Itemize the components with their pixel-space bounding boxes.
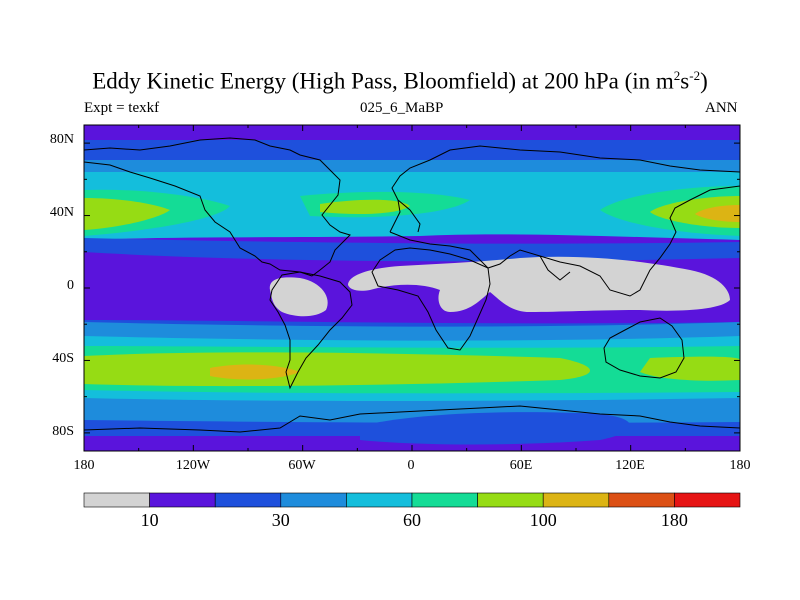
colorbar-swatch bbox=[477, 492, 544, 508]
nh-jet-pacific-east-max bbox=[695, 205, 740, 222]
lon-label: 0 bbox=[407, 458, 415, 473]
coastlines bbox=[84, 137, 740, 433]
lat-label: 40N bbox=[49, 205, 74, 220]
lat-label: 40S bbox=[52, 351, 74, 366]
lon-label: 180 bbox=[73, 458, 95, 473]
lat-label: 0 bbox=[67, 278, 74, 293]
colorbar-label: 60 bbox=[403, 510, 421, 530]
lon-label: 120E bbox=[615, 458, 645, 473]
colorbar-label: 180 bbox=[660, 510, 688, 530]
colorbar-swatch bbox=[411, 492, 478, 508]
colorbar-swatch bbox=[214, 492, 282, 508]
nh-jet-pacific-west-core bbox=[84, 198, 170, 230]
axis-ticks bbox=[83, 125, 741, 451]
season-label: ANN bbox=[705, 100, 738, 116]
colorbar-swatch bbox=[674, 492, 741, 508]
lon-label: 120W bbox=[175, 458, 211, 473]
coast-mediterranean bbox=[397, 199, 421, 233]
lon-label: 60W bbox=[288, 458, 316, 473]
lat-label: 80N bbox=[49, 132, 74, 147]
coast-antarctica bbox=[84, 405, 740, 433]
colorbar-swatch bbox=[346, 492, 413, 508]
sh-jet-max bbox=[210, 364, 300, 380]
colorbar bbox=[83, 492, 741, 508]
nh-jet-atlantic-core bbox=[320, 199, 410, 214]
sh-jet-core-east bbox=[640, 356, 740, 381]
colorbar-label: 100 bbox=[529, 510, 557, 530]
coast-eurasia-south bbox=[389, 185, 740, 297]
lon-label: 60E bbox=[509, 458, 533, 473]
colorbar-swatch bbox=[280, 492, 347, 508]
eke-field bbox=[84, 125, 740, 451]
colorbar-swatch bbox=[608, 492, 675, 508]
coast-north-america-west bbox=[84, 161, 313, 277]
coast-africa bbox=[371, 247, 491, 351]
coast-eurasia-north bbox=[389, 145, 740, 233]
low-eke-south-america bbox=[269, 277, 328, 317]
antarctic-blue-region bbox=[360, 412, 630, 445]
colorbar-swatch bbox=[83, 492, 150, 508]
colorbar-swatch bbox=[542, 492, 610, 508]
colorbar-label: 10 bbox=[140, 510, 159, 530]
lon-label: 180 bbox=[729, 458, 751, 473]
lat-label: 80S bbox=[52, 424, 74, 439]
coast-australia bbox=[603, 317, 685, 379]
coast-north-america-east bbox=[84, 137, 351, 277]
coast-south-america bbox=[269, 271, 353, 390]
run-label: 025_6_MaBP bbox=[360, 100, 444, 116]
sh-jet-core bbox=[84, 352, 590, 387]
experiment-label: Expt = texkf bbox=[84, 100, 160, 116]
colorbar-label: 30 bbox=[271, 510, 290, 530]
low-eke-africa-indo bbox=[348, 256, 730, 312]
colorbar-swatch bbox=[149, 492, 216, 508]
coast-india bbox=[539, 255, 571, 281]
map-title: Eddy Kinetic Energy (High Pass, Bloomfie… bbox=[92, 68, 708, 94]
